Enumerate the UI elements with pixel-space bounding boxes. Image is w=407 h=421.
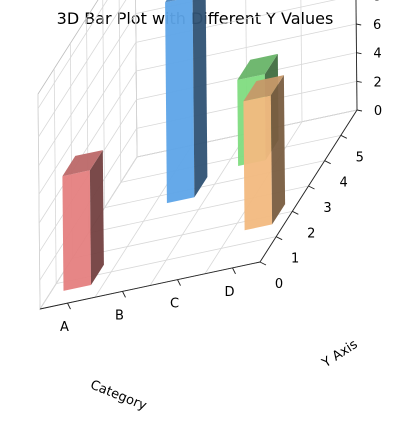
x-tick-label: D (224, 285, 234, 300)
y-tick (340, 134, 348, 139)
bar-front-face (165, 0, 195, 204)
z-grid-line-back (37, 0, 108, 109)
y-tick (292, 210, 299, 215)
bar-D (243, 75, 286, 231)
tick-labels: ABCD01234502468101214 (60, 0, 382, 335)
z-tick-label: 2 (374, 75, 382, 90)
y-tick-label: 0 (275, 277, 283, 292)
y-tick-label: 4 (340, 176, 348, 191)
y-tick-label: 5 (356, 150, 364, 165)
z-tick-label: 4 (373, 47, 381, 62)
x-axis-label: Category (88, 378, 149, 414)
z-tick-label: 0 (374, 104, 382, 119)
z-grid-line-back (38, 42, 137, 195)
y-tick-label: 2 (307, 226, 315, 241)
x-tick-label: B (115, 308, 124, 323)
bar-side-face (192, 0, 208, 198)
y-grid-line-floor (120, 134, 341, 183)
bar-top-face (62, 150, 103, 177)
z-tick (356, 52, 362, 55)
x-tick-label: C (170, 297, 179, 312)
y-tick (324, 160, 331, 165)
bar-side-face (270, 75, 286, 225)
x-grid-line-wall (135, 0, 138, 158)
z-grid-line-back (38, 13, 137, 166)
bars (62, 0, 286, 291)
y-grid-line-wall (118, 0, 122, 183)
bar-front-face (62, 170, 91, 291)
bar-top-face (237, 53, 278, 80)
bar-top-face (243, 75, 284, 102)
bar-A (62, 150, 104, 291)
y-axis-label: Y Axis (319, 337, 361, 372)
y-grid-line-wall (37, 93, 41, 310)
x-tick (122, 291, 126, 298)
axes (39, 0, 363, 310)
z-grid-line-back (38, 0, 127, 138)
x-axis-line (39, 261, 261, 310)
y-tick (308, 185, 315, 190)
y-grid-line-wall (53, 68, 57, 284)
y-tick-label: 3 (323, 201, 331, 216)
y-tick (275, 236, 283, 241)
x-tick (177, 279, 181, 286)
y-grid-line-wall (102, 0, 106, 208)
z-grid-line-back (38, 70, 137, 224)
x-tick-label: A (60, 320, 69, 335)
y-grid-line-floor (104, 160, 325, 209)
x-tick (232, 267, 236, 275)
x-grid-line-wall (300, 0, 303, 122)
y-tick-label: 1 (291, 252, 299, 267)
z-tick-label: 6 (373, 18, 381, 33)
z-axis-line (355, 0, 358, 111)
z-tick (356, 23, 362, 26)
y-tick (259, 261, 267, 266)
bar-B (165, 0, 208, 204)
x-tick (67, 302, 71, 310)
bar-top-face (165, 0, 177, 3)
bar-front-face (243, 95, 273, 231)
bar-side-face (89, 150, 104, 285)
z-tick (356, 109, 363, 112)
z-tick (356, 80, 362, 83)
z-tick-label: 8 (373, 0, 381, 4)
